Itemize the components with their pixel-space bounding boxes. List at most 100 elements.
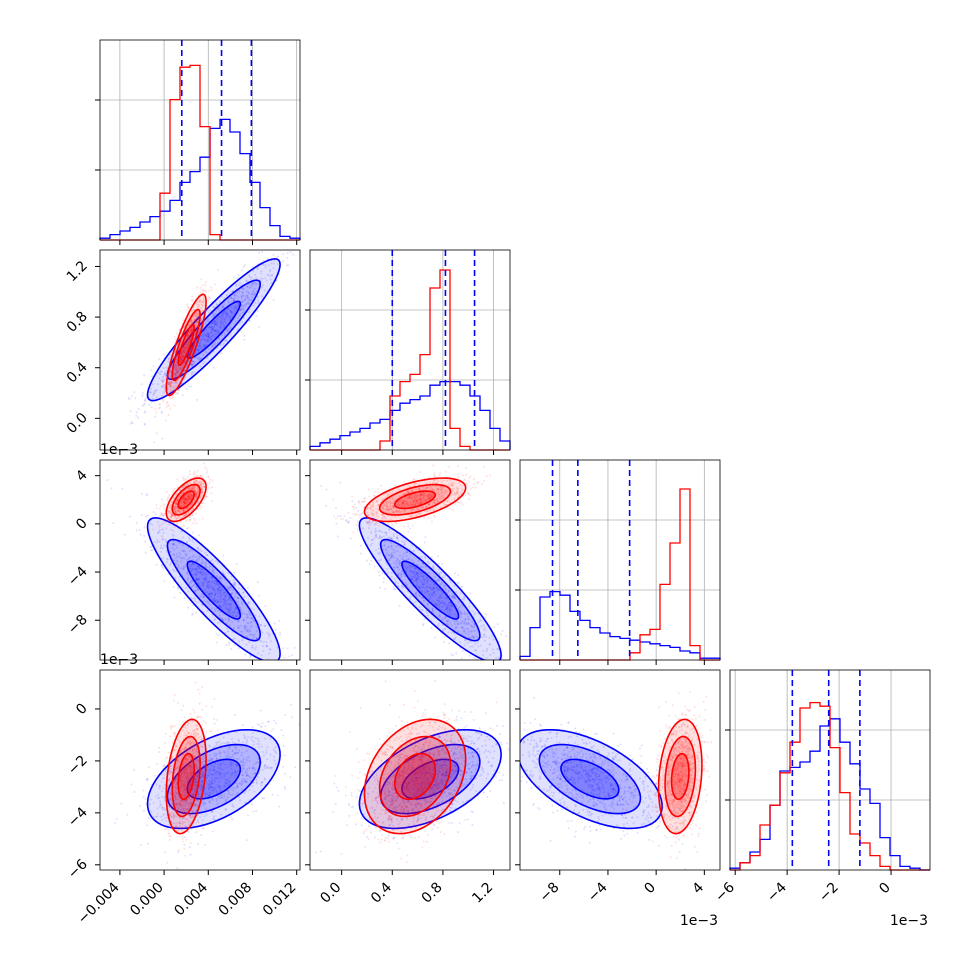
- sample-point: [190, 487, 193, 490]
- sample-point: [194, 493, 197, 496]
- sample-point: [193, 320, 196, 323]
- sample-point: [175, 544, 178, 547]
- sample-point: [191, 562, 194, 565]
- sample-point: [254, 645, 257, 648]
- sample-point: [191, 501, 194, 504]
- sample-point: [320, 485, 323, 488]
- sample-point: [187, 385, 190, 388]
- sample-point: [175, 364, 178, 367]
- sample-point: [174, 372, 177, 375]
- sample-point: [183, 351, 186, 354]
- sample-point: [151, 528, 154, 531]
- sample-point: [191, 549, 194, 552]
- sample-point: [187, 498, 190, 501]
- sample-point: [208, 348, 211, 351]
- sample-point: [180, 356, 183, 359]
- sample-point: [241, 305, 244, 308]
- sample-point: [173, 373, 176, 376]
- sample-point: [149, 391, 152, 394]
- sample-point: [232, 297, 235, 300]
- sample-point: [178, 510, 181, 513]
- sample-point: [145, 493, 148, 496]
- sample-point: [179, 359, 182, 362]
- sample-point: [174, 366, 177, 369]
- sample-point: [213, 366, 216, 369]
- sample-point: [198, 567, 201, 570]
- sample-point: [235, 328, 238, 331]
- sample-point: [221, 306, 224, 309]
- sample-point: [228, 585, 231, 588]
- sample-point: [215, 319, 218, 322]
- sample-point: [183, 504, 186, 507]
- sample-point: [467, 480, 470, 483]
- sample-point: [176, 366, 179, 369]
- sample-point: [255, 637, 258, 640]
- sample-point: [515, 660, 517, 662]
- sample-point: [238, 640, 241, 643]
- sample-point: [207, 593, 210, 596]
- sample-point: [197, 571, 200, 574]
- sample-point: [247, 616, 250, 619]
- contour-red: [171, 308, 201, 382]
- sample-point: [333, 667, 335, 669]
- sample-point: [140, 492, 143, 495]
- sample-point: [246, 630, 249, 633]
- sample-point: [210, 607, 213, 610]
- sample-point: [164, 520, 167, 523]
- sample-point: [240, 297, 243, 300]
- sample-point: [179, 376, 182, 379]
- sample-point: [175, 507, 178, 510]
- sample-point: [202, 333, 205, 336]
- sample-point: [268, 633, 271, 636]
- sample-point: [200, 506, 203, 509]
- sample-point: [484, 612, 487, 615]
- sample-point: [176, 478, 179, 481]
- sample-point: [175, 332, 178, 335]
- sample-point: [242, 306, 245, 309]
- sample-point: [308, 660, 310, 662]
- sample-point: [176, 497, 179, 500]
- sample-point: [194, 493, 197, 496]
- sample-point: [251, 296, 254, 299]
- sample-point: [229, 325, 232, 328]
- sample-point: [217, 583, 220, 586]
- sample-point: [190, 329, 193, 332]
- sample-point: [186, 326, 189, 329]
- sample-point: [205, 574, 208, 577]
- sample-point: [179, 359, 182, 362]
- sample-point: [216, 583, 219, 586]
- sample-point: [248, 601, 251, 604]
- sample-point: [181, 356, 184, 359]
- sample-point: [260, 286, 263, 289]
- sample-point: [195, 578, 198, 581]
- sample-point: [232, 581, 235, 584]
- sample-point: [158, 528, 161, 531]
- sample-point: [254, 648, 257, 651]
- sample-point: [287, 670, 289, 672]
- sample-point: [228, 641, 231, 644]
- sample-point: [182, 319, 185, 322]
- sample-point: [262, 259, 265, 262]
- sample-point: [201, 559, 204, 562]
- sample-point: [184, 360, 187, 363]
- sample-point: [173, 543, 176, 546]
- sample-point: [195, 522, 198, 525]
- sample-point: [190, 333, 193, 336]
- sample-point: [243, 304, 246, 307]
- sample-point: [208, 603, 211, 606]
- sample-point: [493, 680, 495, 682]
- sample-point: [190, 332, 193, 335]
- sample-point: [181, 366, 184, 369]
- sample-point: [219, 577, 222, 580]
- sample-point: [227, 598, 230, 601]
- sample-point: [175, 380, 178, 383]
- sample-point: [222, 342, 225, 345]
- sample-point: [168, 377, 171, 380]
- sample-point: [123, 533, 126, 536]
- sample-point: [184, 553, 187, 556]
- sample-point: [214, 341, 217, 344]
- sample-point: [186, 335, 189, 338]
- sample-point: [159, 403, 162, 406]
- sample-point: [191, 331, 194, 334]
- sample-point: [196, 314, 199, 317]
